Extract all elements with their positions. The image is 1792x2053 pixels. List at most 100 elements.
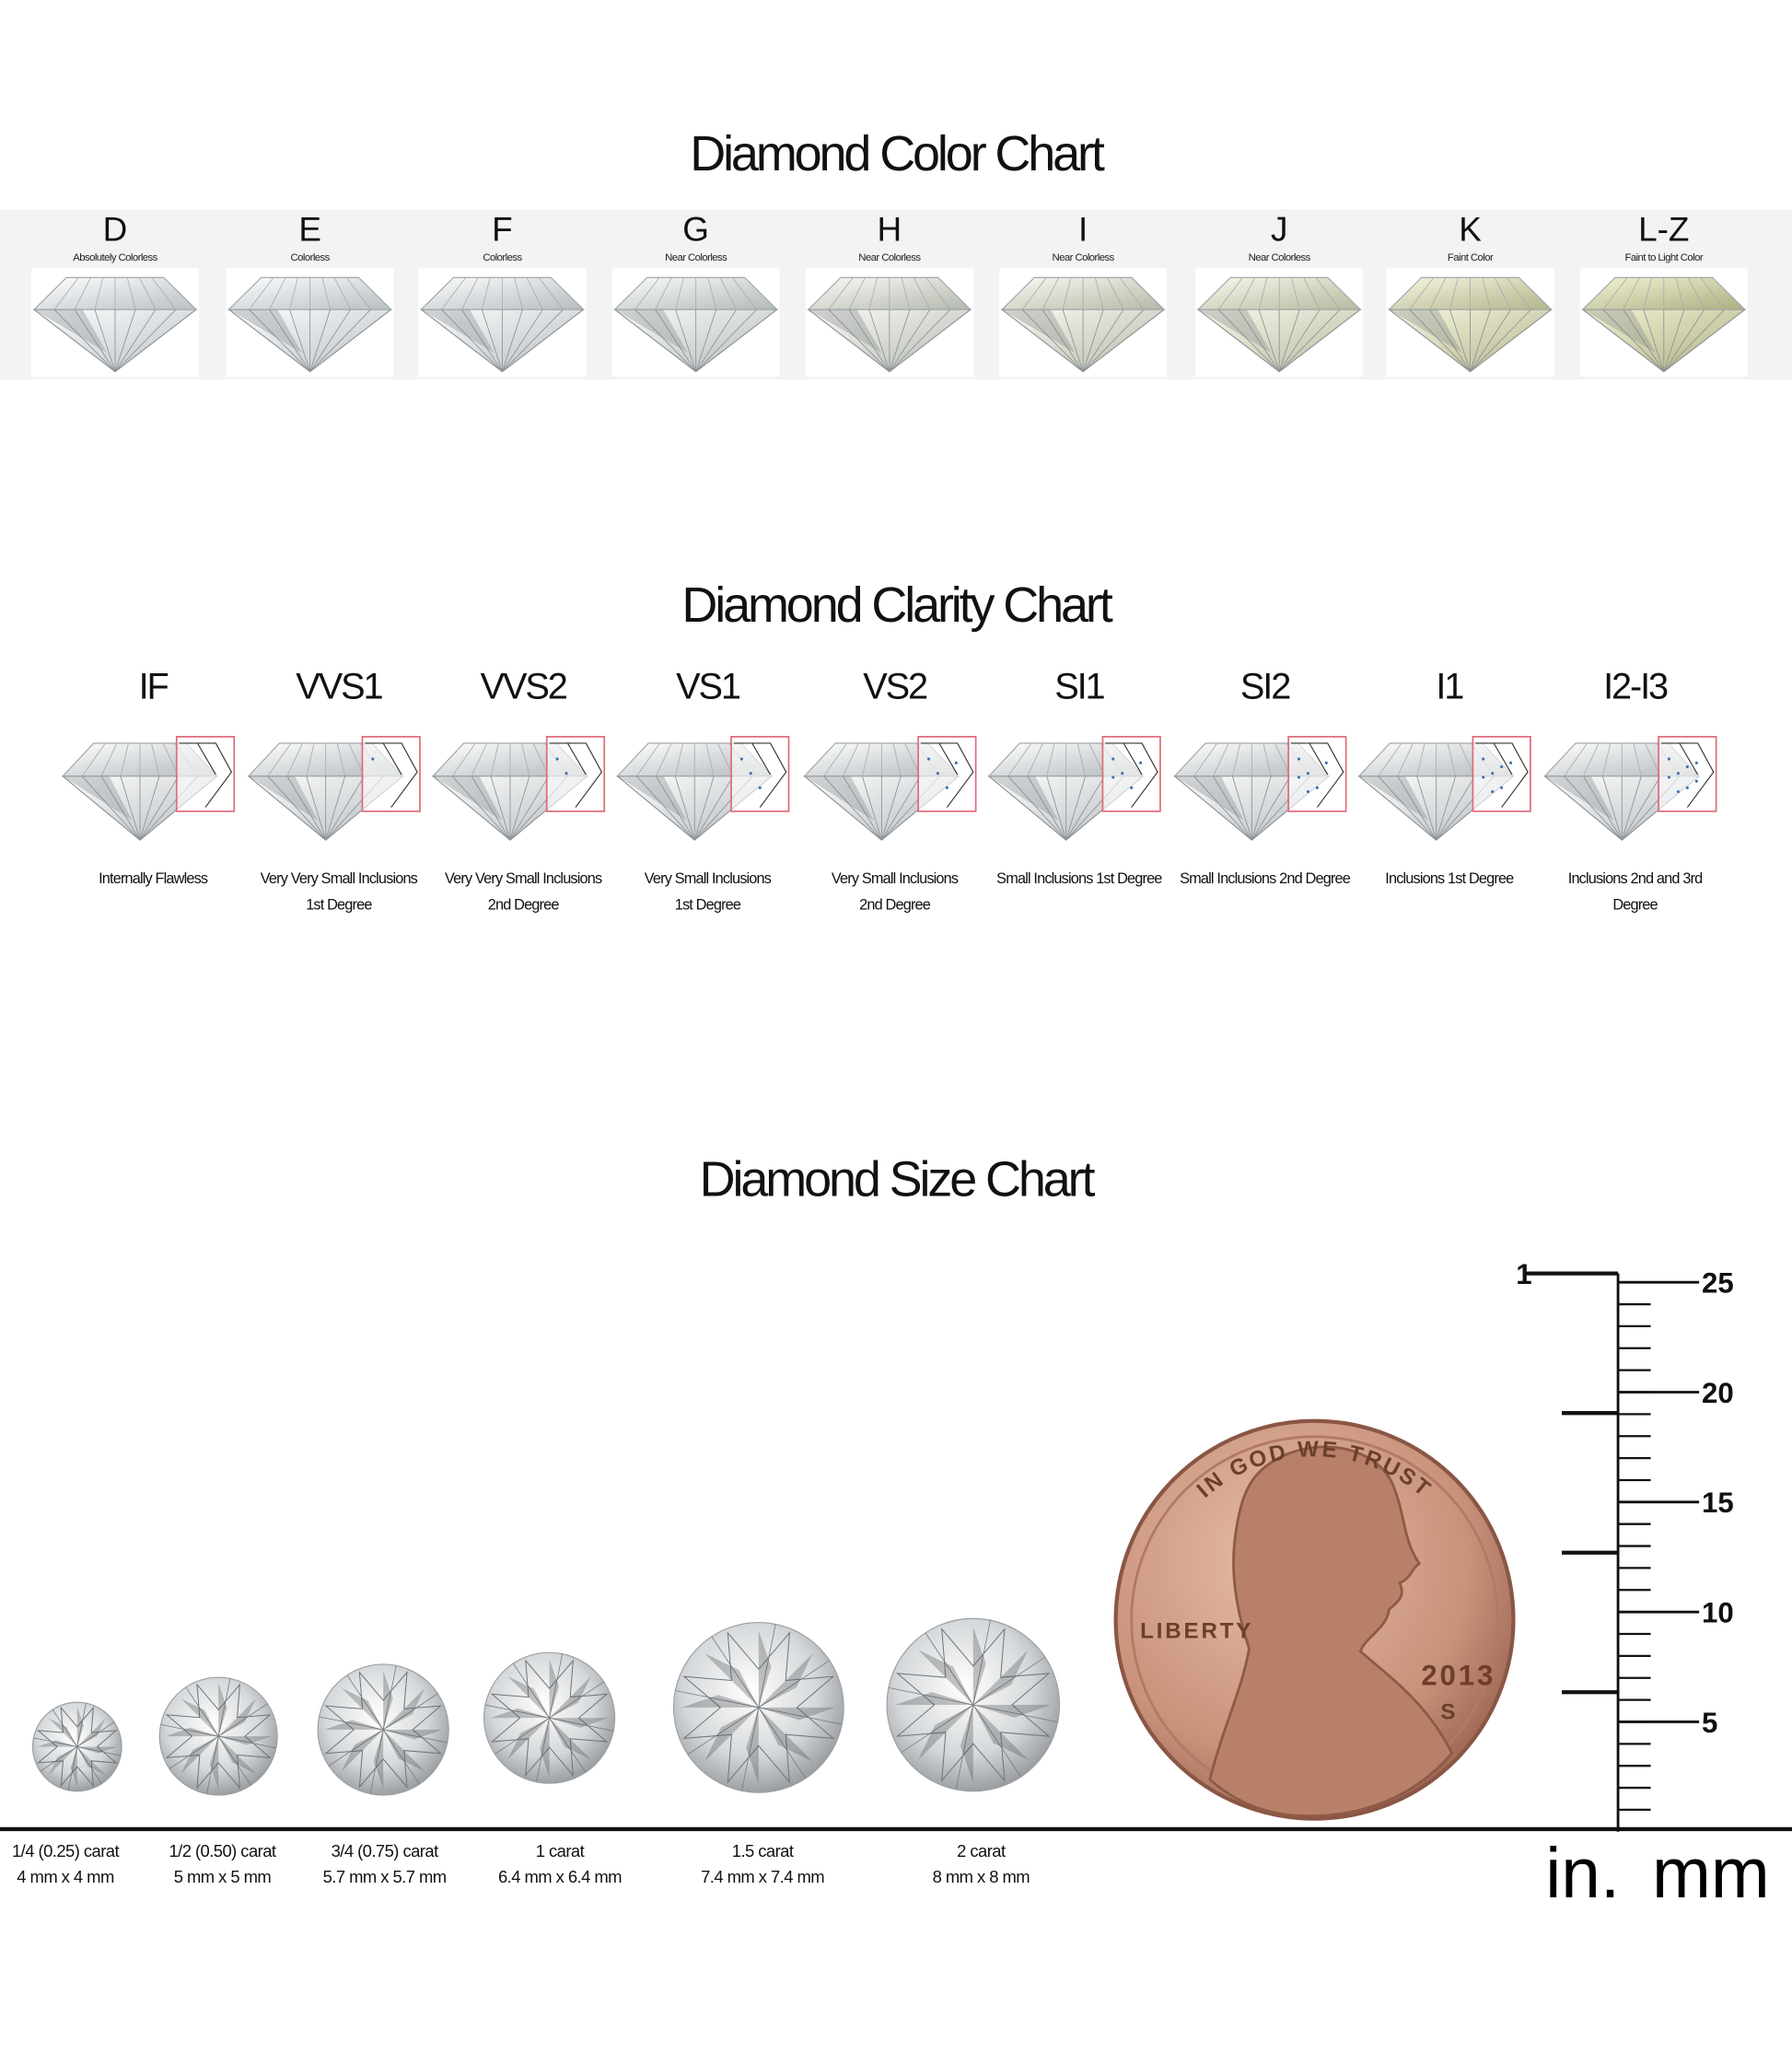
gem-shade [209,1736,219,1790]
gem-facet [451,776,511,841]
gem-facet [346,1674,384,1731]
gem-facet [139,776,160,841]
gem-facet [634,309,696,372]
dimension-label: 5 mm x 5 mm [174,1867,272,1886]
inclusion [1500,786,1504,789]
gem-facet [538,277,564,310]
gem-shade [33,309,108,354]
gem-facet [758,1660,831,1709]
lincoln-profile [1208,1445,1454,1818]
grade-name: IF [139,667,169,707]
gem-facet [76,1703,87,1747]
gem-facet [687,1707,760,1756]
clarity-grade: I1 Inclusions 1st Degree [1357,667,1531,887]
gem-facet [1303,277,1321,310]
carat-label: 1.5 carat [732,1841,794,1861]
gem-facet [1062,277,1072,310]
zoom-facet [1493,742,1513,776]
gem-facet [828,309,890,372]
gem-shade [808,309,882,354]
gem-shade [165,1727,219,1737]
gem-facet [76,1721,115,1747]
gem-facet [309,309,371,372]
gem-facet [675,1690,759,1709]
inclusion [1482,776,1485,779]
inclusion [945,786,948,789]
gem-facet [1389,309,1471,372]
gem-facet [1643,309,1665,372]
gem-facet [33,309,116,372]
gem-facet [509,776,550,841]
inclusion [1111,757,1115,761]
carat-label: 1/2 (0.50) carat [169,1841,275,1861]
gem-facet [126,277,136,310]
gem-facet [848,277,866,310]
color-grade: L-Z Faint to Light Color [1579,211,1748,378]
gem-facet [306,742,315,776]
gem-facet [1416,742,1425,776]
gem-facet [509,776,530,841]
mm-label: 25 [1702,1267,1734,1300]
gem-facet [114,309,177,372]
gem-facet [490,776,511,841]
gem-facet [432,776,511,841]
gem-shade [76,1718,106,1747]
size-diamond: 1/2 (0.50) carat 5 mm x 5 mm [158,1676,278,1886]
gem-facet [160,1723,219,1737]
gem-facet [163,276,197,310]
grade-description: Near Colorless [1249,252,1311,263]
gem-facet [1007,776,1066,841]
grade-name: VVS1 [296,667,382,707]
gem-facet [1131,276,1165,310]
gem-facet [823,742,848,776]
zoom-box [361,736,421,812]
gem-facet [1027,742,1043,776]
gem-facet [289,277,298,310]
gem-facet [100,742,118,776]
size-diamond: 3/4 (0.75) carat 5.7 mm x 5.7 mm [317,1663,449,1886]
gem-facet [1001,276,1035,310]
gem-facet [1278,309,1341,372]
gem-shade [76,1746,118,1754]
gem-facet [1258,277,1268,310]
gem-shade [373,1729,384,1789]
gem-facet [889,309,951,372]
inclusion [1685,786,1689,789]
gem-facet [1027,776,1067,841]
gem-facet [1447,742,1457,776]
gem-facet [808,309,890,372]
gem-facet [382,1729,420,1785]
inclusion [1315,786,1319,789]
inclusion [1667,757,1671,761]
gem-facet [333,277,352,310]
gem-facet [1601,776,1623,841]
gem-facet [1449,277,1459,310]
gem-facet [1663,309,1726,372]
dimension-label: 5.7 mm x 5.7 mm [323,1867,447,1886]
gem-facet [369,1729,384,1794]
gem-facet [321,277,332,310]
gem-facet [693,776,734,841]
zoom-box [917,736,977,812]
gem-star [36,1706,118,1788]
inclusion [739,757,743,761]
grade-name: SI2 [1240,667,1290,707]
gem-facet [1564,776,1623,841]
penny: IN GOD WE TRUST LIBERTY 2013 S [1113,1418,1516,1821]
size-diamond: 1/4 (0.25) carat 4 mm x 4 mm [12,1701,122,1886]
gem-facet [1601,742,1612,776]
inch-label: 1 [1516,1258,1531,1290]
grade-description: Near Colorless [1053,252,1115,263]
grade-letter: J [1271,211,1287,249]
gem-facet [309,309,391,372]
gem-facet [988,776,1066,841]
gem-facet [1213,776,1252,841]
inclusion [555,757,559,761]
gem-facet [655,277,672,310]
gem-facet [358,276,392,310]
inclusion [954,761,958,764]
gem-facet [1663,309,1705,372]
gem-facet [711,1636,760,1709]
gem-facet [823,776,882,841]
grade-description: Absolutely Colorless [73,252,157,263]
